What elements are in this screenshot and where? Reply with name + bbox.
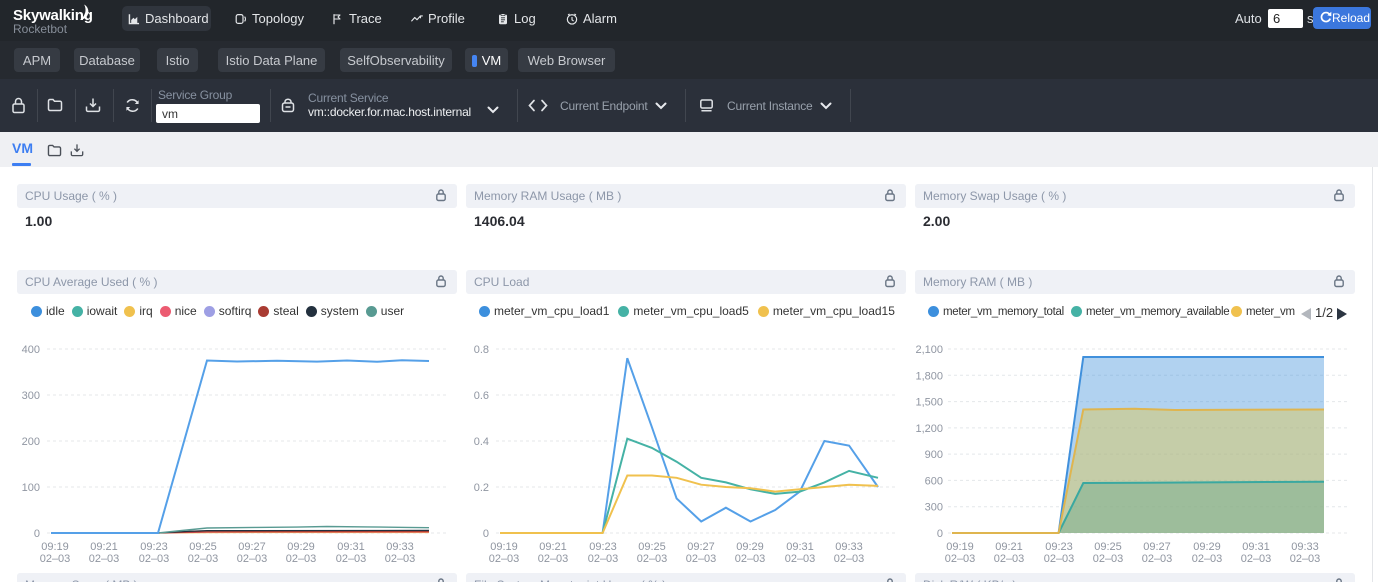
svg-text:09:21: 09:21: [90, 541, 118, 553]
svg-text:09:29: 09:29: [287, 541, 315, 553]
svg-text:0.6: 0.6: [474, 390, 489, 402]
svg-text:600: 600: [925, 475, 943, 487]
svg-text:0.8: 0.8: [474, 344, 489, 356]
svg-text:0.2: 0.2: [474, 482, 489, 494]
svg-text:09:21: 09:21: [539, 541, 567, 553]
svg-text:02–03: 02–03: [237, 553, 268, 565]
svg-text:02–03: 02–03: [336, 553, 367, 565]
svg-text:09:29: 09:29: [1193, 541, 1221, 553]
svg-text:2,100: 2,100: [915, 344, 943, 356]
svg-text:09:29: 09:29: [736, 541, 764, 553]
svg-text:09:21: 09:21: [995, 541, 1023, 553]
svg-text:02–03: 02–03: [1241, 553, 1272, 565]
svg-text:02–03: 02–03: [1192, 553, 1223, 565]
svg-text:02–03: 02–03: [489, 553, 520, 565]
svg-text:0.4: 0.4: [474, 436, 489, 448]
svg-text:1,200: 1,200: [915, 423, 943, 435]
svg-text:02–03: 02–03: [1142, 553, 1173, 565]
svg-text:0: 0: [483, 528, 489, 540]
svg-text:09:27: 09:27: [687, 541, 715, 553]
svg-text:09:33: 09:33: [1291, 541, 1319, 553]
svg-text:09:19: 09:19: [946, 541, 974, 553]
svg-text:09:25: 09:25: [189, 541, 217, 553]
svg-text:09:19: 09:19: [490, 541, 518, 553]
svg-text:400: 400: [22, 344, 40, 356]
svg-text:09:31: 09:31: [337, 541, 365, 553]
svg-text:200: 200: [22, 436, 40, 448]
svg-text:02–03: 02–03: [588, 553, 619, 565]
svg-text:02–03: 02–03: [1044, 553, 1075, 565]
svg-text:02–03: 02–03: [1290, 553, 1321, 565]
svg-text:300: 300: [925, 502, 943, 514]
svg-text:02–03: 02–03: [785, 553, 816, 565]
svg-text:02–03: 02–03: [945, 553, 976, 565]
svg-text:02–03: 02–03: [286, 553, 317, 565]
svg-text:02–03: 02–03: [385, 553, 416, 565]
svg-text:02–03: 02–03: [89, 553, 120, 565]
svg-text:02–03: 02–03: [1093, 553, 1124, 565]
svg-text:0: 0: [937, 528, 943, 540]
svg-text:0: 0: [34, 528, 40, 540]
svg-text:09:33: 09:33: [386, 541, 414, 553]
svg-text:09:23: 09:23: [140, 541, 168, 553]
svg-text:09:31: 09:31: [786, 541, 814, 553]
svg-text:09:25: 09:25: [638, 541, 666, 553]
svg-text:09:27: 09:27: [1143, 541, 1171, 553]
svg-text:100: 100: [22, 482, 40, 494]
svg-text:09:27: 09:27: [238, 541, 266, 553]
svg-text:02–03: 02–03: [538, 553, 569, 565]
svg-text:02–03: 02–03: [637, 553, 668, 565]
svg-text:1,800: 1,800: [915, 370, 943, 382]
svg-text:02–03: 02–03: [686, 553, 717, 565]
svg-text:02–03: 02–03: [994, 553, 1025, 565]
svg-text:300: 300: [22, 390, 40, 402]
svg-text:900: 900: [925, 449, 943, 461]
svg-text:02–03: 02–03: [834, 553, 865, 565]
svg-text:1,500: 1,500: [915, 397, 943, 409]
svg-text:09:23: 09:23: [589, 541, 617, 553]
svg-text:09:25: 09:25: [1094, 541, 1122, 553]
svg-text:09:31: 09:31: [1242, 541, 1270, 553]
svg-text:02–03: 02–03: [139, 553, 170, 565]
svg-text:02–03: 02–03: [188, 553, 219, 565]
svg-text:09:19: 09:19: [41, 541, 69, 553]
svg-text:02–03: 02–03: [40, 553, 71, 565]
svg-text:09:23: 09:23: [1045, 541, 1073, 553]
svg-text:02–03: 02–03: [735, 553, 766, 565]
svg-text:09:33: 09:33: [835, 541, 863, 553]
